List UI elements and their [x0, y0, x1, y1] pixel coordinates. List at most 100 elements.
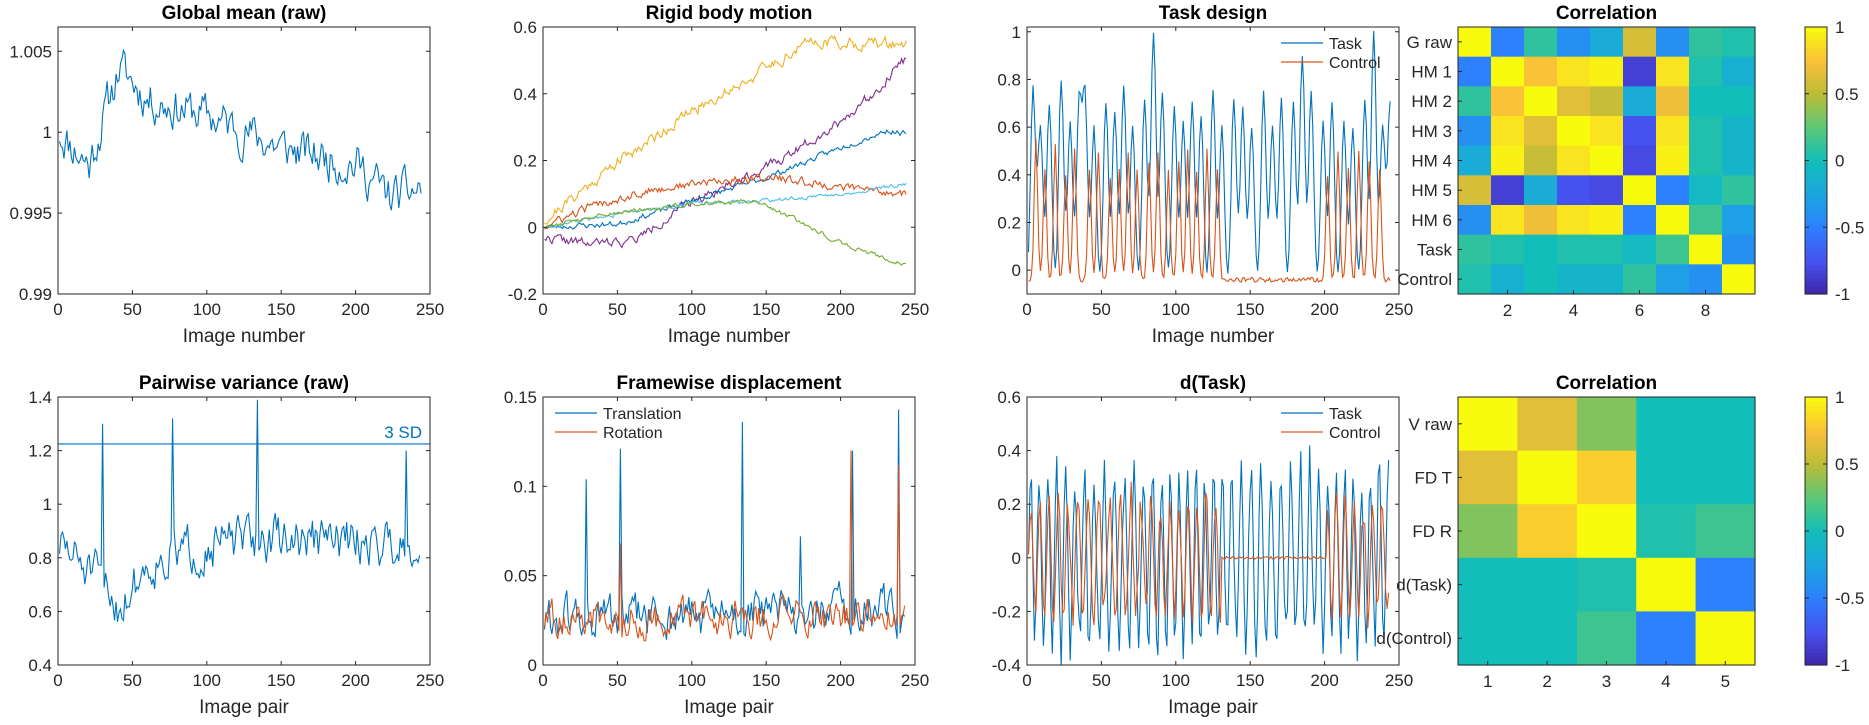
panel-title: Pairwise variance (raw) [139, 373, 349, 394]
legend-label: Rotation [603, 425, 663, 442]
heatmap-cell [1590, 175, 1624, 206]
heatmap-cell [1524, 205, 1558, 236]
panel-8: Correlation V raw FD T FD R d(Task) d(Control… [1376, 373, 1864, 691]
x-axis-label: Image pair [199, 697, 289, 718]
heatmap-cell [1689, 116, 1723, 147]
axes-box [1026, 26, 1400, 295]
y-tick-label: 0.4 [28, 656, 52, 675]
x-tick-label: 3 [1602, 672, 1611, 691]
heatmap-cell [1524, 175, 1558, 206]
x-tick-label: 200 [826, 671, 854, 690]
heatmap-cell [1656, 145, 1690, 176]
x-tick-label: 0 [1022, 300, 1031, 319]
heatmap-cell [1458, 116, 1492, 147]
panel-title: d(Task) [1180, 373, 1246, 394]
x-tick-label: 6 [1635, 301, 1644, 320]
panel-title: Global mean (raw) [162, 3, 327, 24]
x-tick-label: 250 [901, 671, 929, 690]
x-tick-label: 0 [538, 671, 547, 690]
heatmap-cell [1557, 145, 1591, 176]
y-tick-label: 1 [43, 495, 52, 514]
y-tick-label: 0.6 [997, 388, 1021, 407]
x-tick-label: 150 [1236, 671, 1264, 690]
x-tick-label: 0 [53, 671, 62, 690]
plot-area [544, 35, 907, 266]
y-tick-label: 1.005 [9, 42, 52, 61]
colorbar-label: -1 [1835, 656, 1850, 675]
heatmap-cell [1524, 234, 1558, 265]
y-tick-label: 0.4 [997, 442, 1021, 461]
heatmap-cell [1590, 234, 1624, 265]
heatmap-cell [1689, 264, 1723, 295]
heatmap-cell [1636, 397, 1697, 452]
heatmap-cell [1557, 175, 1591, 206]
x-tick-label: 5 [1721, 672, 1730, 691]
heatmap-cell [1517, 504, 1578, 559]
x-tick-label: 4 [1569, 301, 1578, 320]
axes-box [1026, 396, 1400, 666]
heatmap-cell [1524, 27, 1558, 58]
colorbar-label: 0.5 [1835, 85, 1859, 104]
panel-7: d(Task) 0 50 100 150 200 250 -0.4 -0.2 0 0.2 0.4 0.6… [992, 373, 1413, 718]
x-tick-label: 250 [901, 300, 929, 319]
heatmap-cell [1656, 56, 1690, 87]
heatmap-cell [1491, 234, 1525, 265]
heatmap-cell [1656, 86, 1690, 117]
colorbar-label: 0 [1835, 522, 1844, 541]
row-label: d(Task) [1396, 576, 1452, 595]
y-tick-label: 0 [528, 656, 537, 675]
heatmap-cell [1656, 27, 1690, 58]
colorbar-label: -0.5 [1835, 589, 1864, 608]
heatmap-cell [1590, 116, 1624, 147]
heatmap-cell [1590, 86, 1624, 117]
row-label: Control [1397, 270, 1452, 289]
heatmap-cell [1636, 504, 1697, 559]
row-label: V raw [1409, 415, 1453, 434]
heatmap-cell [1656, 205, 1690, 236]
legend-label: Control [1329, 425, 1381, 442]
y-tick-label: 0.6 [997, 118, 1021, 137]
y-tick-label: 0.4 [513, 85, 537, 104]
x-tick-label: 150 [752, 300, 780, 319]
x-tick-label: 100 [678, 300, 706, 319]
row-label: FD R [1412, 522, 1452, 541]
heatmap-cell [1623, 86, 1657, 117]
heatmap-cell [1722, 264, 1756, 295]
row-label: HM 4 [1411, 152, 1452, 171]
heatmap-cell [1458, 205, 1492, 236]
y-tick-label: 0.99 [19, 285, 52, 304]
heatmap-cell [1656, 234, 1690, 265]
x-tick-label: 150 [267, 671, 295, 690]
heatmap-cell [1623, 27, 1657, 58]
heatmap-cell [1491, 175, 1525, 206]
x-tick-label: 150 [267, 300, 295, 319]
heatmap-cell [1458, 145, 1492, 176]
heatmap-cell [1557, 56, 1591, 87]
colorbar-label: 0.5 [1835, 455, 1859, 474]
x-tick-label: 4 [1661, 672, 1670, 691]
heatmap-cell [1458, 86, 1492, 117]
heatmap-cell [1722, 234, 1756, 265]
x-tick-label: 200 [1310, 671, 1338, 690]
panel-1: Global mean (raw) 0 50 100 150 200 250 0.99 0.99… [9, 3, 444, 347]
panel-6: Framewise displacement 0 50 100 150 200 250 0 0.… [504, 373, 929, 718]
plot-area [1027, 445, 1390, 665]
colorbar: -1 -0.5 0 0.5 1 [1804, 18, 1864, 304]
x-tick-label: 2 [1503, 301, 1512, 320]
x-tick-label: 0 [1022, 671, 1031, 690]
x-tick-label: 150 [752, 671, 780, 690]
heatmap-cell [1689, 234, 1723, 265]
y-tick-label: 0.2 [997, 213, 1021, 232]
row-label: HM 5 [1411, 181, 1452, 200]
y-tick-label: 1.4 [28, 388, 52, 407]
heatmap-cell [1623, 205, 1657, 236]
plot-area [58, 48, 422, 211]
heatmap-cell [1590, 145, 1624, 176]
series-line-control [1028, 138, 1391, 284]
y-tick-label: 0.2 [513, 152, 537, 171]
row-label: Task [1417, 241, 1452, 260]
heatmap-cell [1491, 27, 1525, 58]
heatmap-cell [1458, 557, 1518, 612]
heatmap-cell [1491, 205, 1525, 236]
